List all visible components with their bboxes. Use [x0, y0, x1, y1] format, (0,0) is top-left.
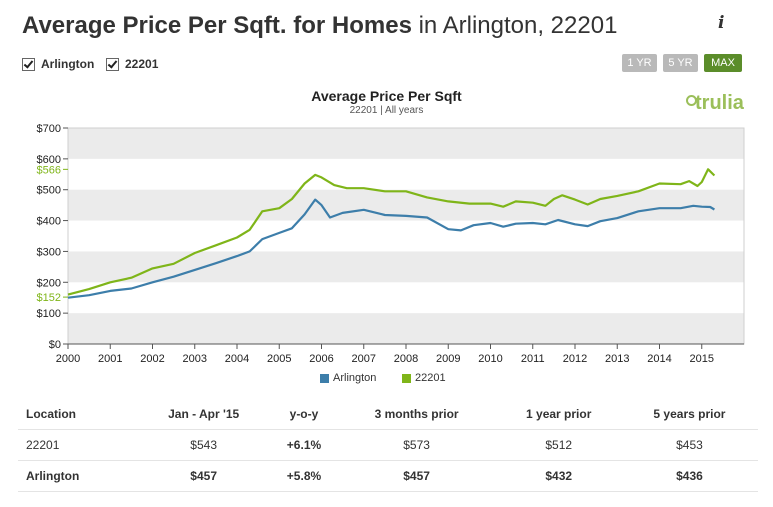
plot-frame — [67, 127, 745, 345]
table-row: 22201 $543 +6.1% $573 $512 $453 — [18, 429, 758, 461]
row-5-years: $436 — [620, 460, 758, 492]
grid-band — [68, 251, 744, 283]
row-3-months: $457 — [336, 460, 497, 492]
x-tick-label: 2012 — [563, 353, 587, 365]
chart-subtitle: 22201 | All years — [349, 105, 424, 116]
x-tick-label: 2007 — [352, 353, 376, 365]
x-tick-label: 2000 — [56, 353, 80, 365]
highlight-tick-label: $152 — [37, 292, 61, 304]
series-line-arlington — [67, 198, 715, 299]
x-tick-label: 2004 — [225, 353, 249, 365]
y-tick-label: $400 — [37, 216, 61, 228]
x-tick-label: 2005 — [267, 353, 291, 365]
x-tick-label: 2015 — [690, 353, 714, 365]
range-1yr-button[interactable]: 1 YR — [622, 54, 657, 72]
info-icon[interactable]: i — [718, 13, 725, 33]
y-tick-label: $300 — [37, 246, 61, 258]
row-current: $543 — [136, 429, 272, 461]
legend-22201[interactable]: 22201 — [402, 372, 446, 384]
col-jan-apr: Jan - Apr '15 — [136, 399, 272, 430]
price-chart: $0 $100 $200 $300 $400 $500 $600 $700 $566 $152 2… — [37, 123, 745, 365]
legend-arlington-swatch — [320, 373, 329, 383]
y-tick-label: $700 — [37, 123, 61, 135]
checkbox-22201[interactable] — [106, 57, 119, 71]
x-tick-label: 2006 — [309, 353, 333, 365]
stats-table: Location Jan - Apr '15 y-o-y 3 months pr… — [18, 399, 758, 492]
grid-band — [68, 128, 744, 159]
row-1-year: $512 — [496, 429, 621, 461]
trulia-pin-icon — [686, 95, 697, 106]
page-title-main: Average Price Per Sqft. for Homes — [22, 12, 412, 39]
col-location: Location — [18, 399, 136, 430]
col-yoy: y-o-y — [271, 399, 337, 430]
x-tick-label: 2013 — [605, 353, 629, 365]
legend-arlington-label: Arlington — [333, 372, 377, 384]
x-tick-label: 2008 — [394, 353, 418, 365]
stats-header-row: Location Jan - Apr '15 y-o-y 3 months pr… — [18, 399, 758, 430]
row-location: Arlington — [18, 460, 136, 492]
row-1-year: $432 — [496, 460, 621, 492]
grid-band — [68, 313, 744, 344]
chart-title: Average Price Per Sqft — [311, 88, 462, 104]
y-tick-label: $600 — [37, 154, 61, 166]
page-title-location: in Arlington, 22201 — [411, 12, 618, 39]
row-current: $457 — [136, 460, 272, 492]
filter-22201[interactable]: 22201 — [106, 57, 158, 71]
series-line-22201 — [67, 168, 716, 296]
x-tick-label: 2014 — [647, 353, 671, 365]
x-tick-label: 2001 — [98, 353, 122, 365]
y-tick-label: $500 — [37, 185, 61, 197]
x-tick-label: 2002 — [140, 353, 164, 365]
x-tick-label: 2011 — [521, 353, 545, 365]
x-tick-label: 2003 — [183, 353, 207, 365]
row-yoy: +5.8% — [271, 460, 337, 492]
checkbox-arlington[interactable] — [22, 57, 35, 71]
legend-arlington[interactable]: Arlington — [320, 372, 376, 384]
row-3-months: $573 — [336, 429, 497, 461]
filter-22201-label: 22201 — [125, 57, 159, 71]
y-tick-label: $200 — [37, 277, 61, 289]
x-tick-label: 2010 — [478, 353, 502, 365]
filter-arlington-label: Arlington — [41, 57, 95, 71]
legend-22201-swatch — [402, 373, 411, 383]
table-row: Arlington $457 +5.8% $457 $432 $436 — [18, 460, 758, 492]
x-tick-label: 2009 — [436, 353, 460, 365]
highlight-tick-label: $566 — [37, 164, 61, 176]
range-max-button[interactable]: MAX — [704, 54, 742, 72]
row-yoy: +6.1% — [271, 429, 337, 461]
page-title: Average Price Per Sqft. for Homes in Arl… — [22, 12, 617, 40]
filter-arlington[interactable]: Arlington — [22, 57, 94, 71]
legend-22201-label: 22201 — [415, 372, 446, 384]
col-3-months: 3 months prior — [336, 399, 497, 430]
y-tick-label: $100 — [37, 308, 61, 320]
row-5-years: $453 — [620, 429, 758, 461]
col-5-years: 5 years prior — [620, 399, 758, 430]
range-5yr-button[interactable]: 5 YR — [663, 54, 698, 72]
row-location: 22201 — [18, 429, 136, 461]
trulia-logo: trulia — [695, 92, 744, 114]
col-1-year: 1 year prior — [496, 399, 621, 430]
y-tick-label: $0 — [49, 339, 61, 351]
